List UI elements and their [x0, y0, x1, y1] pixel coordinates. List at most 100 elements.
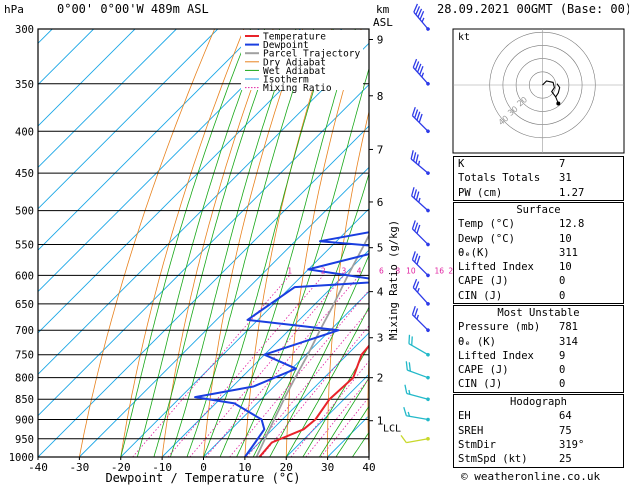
wind-barb-flag: [414, 222, 419, 232]
wet-adiabat-line: [203, 29, 334, 457]
mixing-ratio-axis-label: Mixing Ratio (g/kg): [388, 220, 400, 340]
wind-barb-flag: [421, 72, 425, 78]
isotherm-line: [38, 29, 94, 86]
wind-barb-dot: [426, 129, 430, 134]
wind-barb-flag: [414, 253, 419, 263]
wind-barb-flag: [403, 406, 407, 416]
legend-label: Temperature: [263, 32, 326, 43]
wind-barb-staff: [412, 287, 429, 305]
wind-barb-dot: [426, 375, 430, 380]
pressure-tick-label: 350: [15, 79, 34, 91]
mu-value: 0: [559, 378, 566, 391]
pressure-tick-label: 550: [15, 239, 34, 251]
location-title: 0°00' 0°00'W 489m ASL: [57, 2, 209, 16]
hodo-label: SREH: [458, 424, 484, 437]
wind-barb-staff: [411, 228, 429, 245]
surface-row: Temp (°C) 12.8: [454, 217, 623, 231]
x-tick-label: -20: [111, 461, 131, 474]
surface-row: CIN (J) 0: [454, 289, 623, 303]
mu-row: CAPE (J) 0: [454, 363, 623, 377]
hodo-row: SREH 75: [454, 424, 623, 438]
mu-row: Pressure (mb) 781: [454, 320, 623, 334]
surface-label: θₑ(K): [458, 246, 490, 259]
km-tick-label: 3: [377, 332, 384, 345]
km-tick-label: 7: [377, 143, 384, 156]
pressure-tick-label: 950: [15, 434, 34, 446]
wind-barb-dot: [426, 242, 430, 247]
pressure-tick-label: 600: [15, 270, 34, 282]
wind-barb-flag: [416, 111, 421, 121]
wind-barb-flag: [400, 435, 407, 443]
wet-adiabat-line: [136, 29, 266, 457]
wind-barb: [412, 58, 430, 86]
wind-barb-dot: [426, 397, 430, 402]
pressure-unit-label: hPa: [4, 3, 24, 16]
wind-barb-staff: [406, 392, 429, 400]
wet-adiabat-line: [219, 29, 356, 457]
km-tick-label: 1: [377, 415, 384, 428]
mixing-ratio-line: [132, 275, 291, 457]
wind-barb: [403, 406, 430, 422]
pressure-tick-label: 850: [15, 394, 34, 406]
wet-adiabat-line: [302, 344, 369, 457]
wind-barb-staff: [411, 314, 429, 331]
x-tick-label: -30: [69, 461, 89, 474]
index-label: PW (cm): [458, 186, 503, 199]
surface-label: CAPE (J): [458, 275, 509, 288]
wind-barb-flag: [413, 189, 418, 199]
surface-row: Lifted Index 10: [454, 260, 623, 274]
mixing-ratio-line: [167, 275, 324, 457]
wind-barb: [411, 251, 430, 278]
wind-barbs: [400, 3, 430, 444]
index-value: 1.27: [559, 186, 585, 199]
height-unit-asl: ASL: [373, 16, 393, 29]
wind-barb-flag: [419, 11, 425, 20]
wet-adiabat-line: [120, 29, 252, 457]
isotherm-line: [38, 125, 369, 457]
height-unit-label: km: [376, 3, 390, 16]
mu-label: Lifted Index: [458, 349, 534, 362]
mixing-ratio-label: 4: [357, 266, 362, 275]
wind-barb-flag: [408, 389, 411, 395]
wind-barb-flag: [419, 66, 424, 75]
hodo-value: 319°: [559, 438, 585, 451]
surface-value: 0: [559, 289, 566, 302]
wind-barb-flag: [416, 314, 419, 320]
wind-barb-flag: [412, 278, 418, 288]
wind-barb-dot: [426, 328, 430, 333]
surface-title: Surface: [516, 204, 561, 216]
km-tick-label: 6: [377, 196, 384, 209]
wind-barb-flag: [416, 287, 420, 293]
hodograph-trace: [542, 80, 561, 98]
isotherm-line: [38, 29, 219, 210]
mixing-ratio-label: 8: [395, 266, 400, 275]
wind-barb-staff: [411, 115, 429, 132]
wet-adiabat-line: [186, 29, 315, 457]
wind-barb-staff: [412, 67, 429, 85]
x-tick-label: 0: [200, 461, 207, 474]
surface-label: Temp (°C): [458, 218, 515, 231]
mu-value: 781: [559, 321, 578, 334]
mixing-ratio-line: [305, 378, 369, 457]
wind-barb-flag: [415, 6, 421, 15]
wet-adiabat-line: [236, 67, 369, 457]
wind-barb-flag: [414, 281, 420, 291]
x-tick-label: 30: [321, 461, 334, 474]
wind-barb-flag: [416, 224, 421, 234]
most-unstable-table: Most Unstable Pressure (mb) 781 θₑ (K) 314…: [453, 305, 624, 393]
wind-barb: [404, 384, 430, 402]
parcel-trajectory-line: [255, 233, 369, 457]
isotherm-line: [38, 83, 369, 417]
surface-label: Dewp (°C): [458, 232, 515, 245]
wind-barb: [408, 334, 430, 357]
wind-barb-flag: [412, 58, 418, 68]
wet-adiabat-line: [269, 253, 369, 457]
wind-barb-dot: [426, 436, 430, 441]
wind-barb-flag: [421, 17, 425, 23]
wind-barb: [410, 150, 430, 175]
surface-row: CAPE (J) 0: [454, 274, 623, 288]
index-row: Totals Totals 31: [454, 171, 623, 185]
hodo-value: 64: [559, 410, 572, 423]
